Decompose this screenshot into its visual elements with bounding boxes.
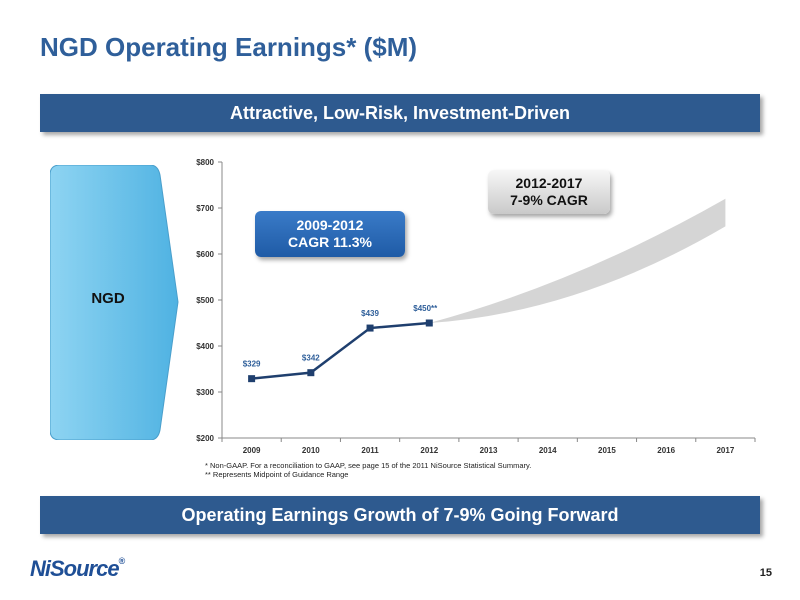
footnotes: * Non-GAAP. For a reconciliation to GAAP…	[205, 461, 531, 479]
nisource-logo: NiSource®	[30, 556, 126, 582]
historical-cagr-callout: 2009-2012 CAGR 11.3%	[255, 211, 405, 257]
bottom-banner: Operating Earnings Growth of 7-9% Going …	[40, 496, 760, 534]
y-tick-label: $400	[196, 342, 214, 351]
logo-text: NiSource	[30, 556, 120, 581]
earnings-line	[251, 321, 430, 380]
forecast-callout-period: 2012-2017	[515, 175, 583, 191]
forecast-cagr-callout: 2012-2017 7-9% CAGR	[488, 170, 610, 214]
x-tick-label: 2010	[302, 446, 320, 455]
historical-callout-cagr: CAGR 11.3%	[287, 234, 373, 250]
data-point	[307, 369, 315, 377]
data-point	[366, 324, 374, 332]
forecast-callout-cagr: 7-9% CAGR	[510, 192, 588, 208]
historical-callout-period: 2009-2012	[296, 217, 364, 233]
x-tick-label: 2011	[361, 446, 379, 455]
y-tick-label: $600	[196, 250, 214, 259]
segment-label: NGD	[91, 290, 125, 307]
x-tick-label: 2013	[480, 446, 498, 455]
y-tick-label: $200	[196, 434, 214, 443]
data-label: $329	[243, 360, 261, 369]
y-tick-label: $700	[196, 204, 214, 213]
footnote-1: * Non-GAAP. For a reconciliation to GAAP…	[205, 461, 532, 470]
page-title: NGD Operating Earnings* ($M)	[40, 32, 418, 62]
projection-band	[429, 198, 726, 323]
x-tick-label: 2012	[420, 446, 438, 455]
data-label: $342	[302, 354, 320, 363]
x-tick-label: 2014	[539, 446, 557, 455]
x-tick-label: 2016	[657, 446, 675, 455]
page-number: 15	[759, 567, 772, 579]
x-tick-label: 2015	[598, 446, 616, 455]
data-point	[248, 375, 256, 383]
earnings-chart: $200 $300 $400 $500 $600 $700 $800 2009 2010 201…	[196, 158, 756, 455]
footnote-2: ** Represents Midpoint of Guidance Range	[205, 470, 349, 479]
data-label: $439	[361, 309, 379, 318]
y-tick-label: $500	[196, 296, 214, 305]
y-tick-label: $800	[196, 158, 214, 167]
data-label: $450**	[413, 304, 438, 313]
top-banner: Attractive, Low-Risk, Investment-Driven	[40, 94, 760, 132]
y-tick-label: $300	[196, 388, 214, 397]
x-tick-label: 2017	[716, 446, 734, 455]
x-tick-label: 2009	[243, 446, 261, 455]
logo-registered-mark: ®	[118, 556, 126, 566]
data-point	[425, 319, 433, 327]
